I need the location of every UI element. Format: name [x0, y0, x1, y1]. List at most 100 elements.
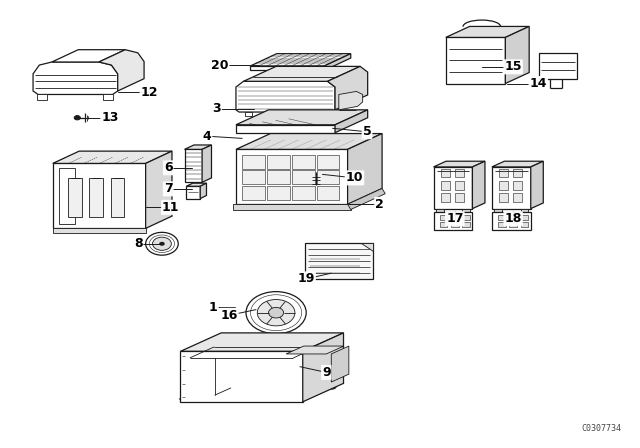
- Polygon shape: [348, 134, 382, 204]
- Text: 4: 4: [203, 129, 211, 143]
- Text: 20: 20: [211, 59, 228, 72]
- Polygon shape: [111, 178, 124, 217]
- Polygon shape: [317, 170, 339, 185]
- Polygon shape: [433, 161, 485, 167]
- Polygon shape: [292, 155, 315, 169]
- Polygon shape: [267, 170, 290, 185]
- Text: 9: 9: [322, 366, 331, 379]
- Polygon shape: [52, 50, 125, 62]
- Polygon shape: [492, 161, 543, 167]
- Polygon shape: [267, 155, 290, 169]
- Polygon shape: [492, 167, 531, 209]
- Polygon shape: [339, 91, 363, 110]
- Polygon shape: [436, 209, 444, 215]
- Polygon shape: [244, 112, 252, 116]
- Polygon shape: [53, 228, 146, 233]
- Polygon shape: [499, 169, 508, 177]
- Polygon shape: [445, 26, 529, 38]
- Polygon shape: [99, 50, 144, 91]
- Polygon shape: [441, 169, 450, 177]
- Text: 17: 17: [446, 212, 463, 225]
- Polygon shape: [305, 243, 372, 279]
- Text: 2: 2: [375, 198, 384, 211]
- Polygon shape: [440, 215, 447, 220]
- Polygon shape: [68, 178, 83, 217]
- Polygon shape: [242, 170, 265, 185]
- Polygon shape: [513, 169, 522, 177]
- Polygon shape: [186, 186, 200, 198]
- Polygon shape: [509, 215, 517, 220]
- Text: 19: 19: [298, 272, 315, 285]
- Polygon shape: [455, 193, 463, 202]
- Polygon shape: [492, 212, 531, 230]
- Polygon shape: [286, 346, 344, 354]
- Text: 14: 14: [529, 77, 547, 90]
- Polygon shape: [184, 145, 211, 149]
- Polygon shape: [242, 155, 265, 169]
- Polygon shape: [362, 243, 372, 251]
- Polygon shape: [319, 112, 326, 116]
- Polygon shape: [146, 151, 172, 228]
- Polygon shape: [499, 193, 508, 202]
- Polygon shape: [243, 66, 360, 82]
- Polygon shape: [328, 66, 367, 110]
- Text: 13: 13: [101, 111, 118, 124]
- Polygon shape: [455, 181, 463, 190]
- Text: 18: 18: [504, 212, 522, 225]
- Polygon shape: [445, 38, 506, 83]
- Polygon shape: [348, 189, 385, 210]
- Polygon shape: [250, 66, 324, 70]
- Polygon shape: [186, 183, 207, 186]
- Polygon shape: [441, 181, 450, 190]
- Polygon shape: [233, 204, 351, 210]
- Text: 3: 3: [212, 103, 221, 116]
- Circle shape: [146, 233, 179, 255]
- Text: 7: 7: [164, 182, 173, 195]
- FancyBboxPatch shape: [276, 350, 336, 389]
- Polygon shape: [292, 170, 315, 185]
- Polygon shape: [236, 125, 335, 133]
- Polygon shape: [509, 222, 517, 227]
- Text: 10: 10: [346, 172, 364, 185]
- Polygon shape: [462, 209, 470, 215]
- Circle shape: [269, 307, 284, 318]
- Text: 11: 11: [162, 201, 179, 214]
- Polygon shape: [236, 134, 382, 149]
- Circle shape: [257, 300, 295, 326]
- Polygon shape: [236, 149, 348, 204]
- Polygon shape: [317, 186, 339, 200]
- Polygon shape: [335, 110, 367, 133]
- Text: 5: 5: [363, 125, 371, 138]
- Circle shape: [74, 116, 81, 120]
- Polygon shape: [184, 149, 202, 182]
- Polygon shape: [89, 178, 103, 217]
- Polygon shape: [455, 169, 463, 177]
- Polygon shape: [242, 186, 265, 200]
- Polygon shape: [462, 222, 470, 227]
- Polygon shape: [202, 145, 211, 182]
- Polygon shape: [180, 333, 344, 351]
- Polygon shape: [521, 209, 528, 215]
- Text: 12: 12: [141, 86, 158, 99]
- Circle shape: [246, 292, 306, 334]
- Polygon shape: [539, 53, 577, 79]
- Polygon shape: [521, 215, 528, 220]
- Polygon shape: [441, 193, 450, 202]
- Polygon shape: [236, 110, 367, 125]
- Polygon shape: [103, 95, 113, 100]
- Polygon shape: [332, 346, 349, 382]
- Polygon shape: [53, 164, 146, 228]
- Polygon shape: [38, 95, 47, 100]
- Circle shape: [310, 168, 322, 176]
- Polygon shape: [499, 181, 508, 190]
- Polygon shape: [267, 186, 290, 200]
- Polygon shape: [292, 186, 315, 200]
- Text: C0307734: C0307734: [581, 423, 621, 433]
- Polygon shape: [433, 167, 472, 209]
- Polygon shape: [53, 151, 172, 164]
- Text: 16: 16: [220, 309, 237, 322]
- Polygon shape: [440, 222, 447, 227]
- Polygon shape: [317, 155, 339, 169]
- Polygon shape: [250, 54, 351, 66]
- Polygon shape: [498, 215, 506, 220]
